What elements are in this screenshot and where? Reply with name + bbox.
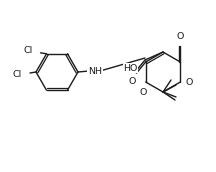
- Text: O: O: [140, 88, 147, 97]
- Text: Cl: Cl: [23, 46, 32, 55]
- Text: NH: NH: [88, 67, 102, 76]
- Text: O: O: [185, 78, 193, 87]
- Text: O: O: [128, 77, 136, 86]
- Text: O: O: [177, 32, 184, 41]
- Text: Cl: Cl: [13, 69, 22, 78]
- Text: HO: HO: [123, 63, 138, 73]
